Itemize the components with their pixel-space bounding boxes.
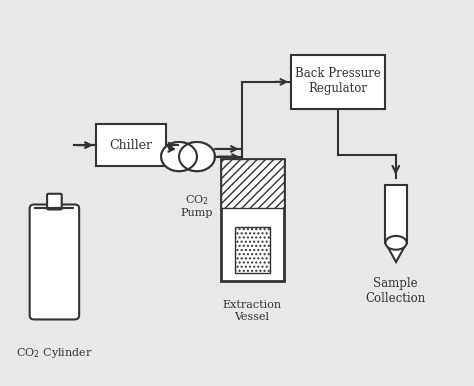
FancyBboxPatch shape [96, 124, 166, 166]
FancyBboxPatch shape [385, 185, 407, 243]
FancyBboxPatch shape [47, 194, 62, 210]
FancyBboxPatch shape [235, 227, 270, 273]
Text: CO$_2$ Cylinder: CO$_2$ Cylinder [16, 346, 92, 360]
Text: Extraction
Vessel: Extraction Vessel [222, 300, 282, 322]
Polygon shape [385, 243, 407, 262]
Text: CO$_2$
Pump: CO$_2$ Pump [181, 193, 213, 218]
FancyBboxPatch shape [30, 205, 79, 320]
Ellipse shape [385, 236, 407, 250]
FancyBboxPatch shape [291, 55, 385, 109]
Text: Back Pressure
Regulator: Back Pressure Regulator [295, 67, 381, 95]
Text: Chiller: Chiller [109, 139, 153, 152]
FancyBboxPatch shape [220, 159, 284, 208]
Text: Sample
Collection: Sample Collection [365, 277, 426, 305]
Circle shape [161, 142, 197, 171]
Circle shape [179, 142, 215, 171]
FancyBboxPatch shape [220, 159, 284, 281]
